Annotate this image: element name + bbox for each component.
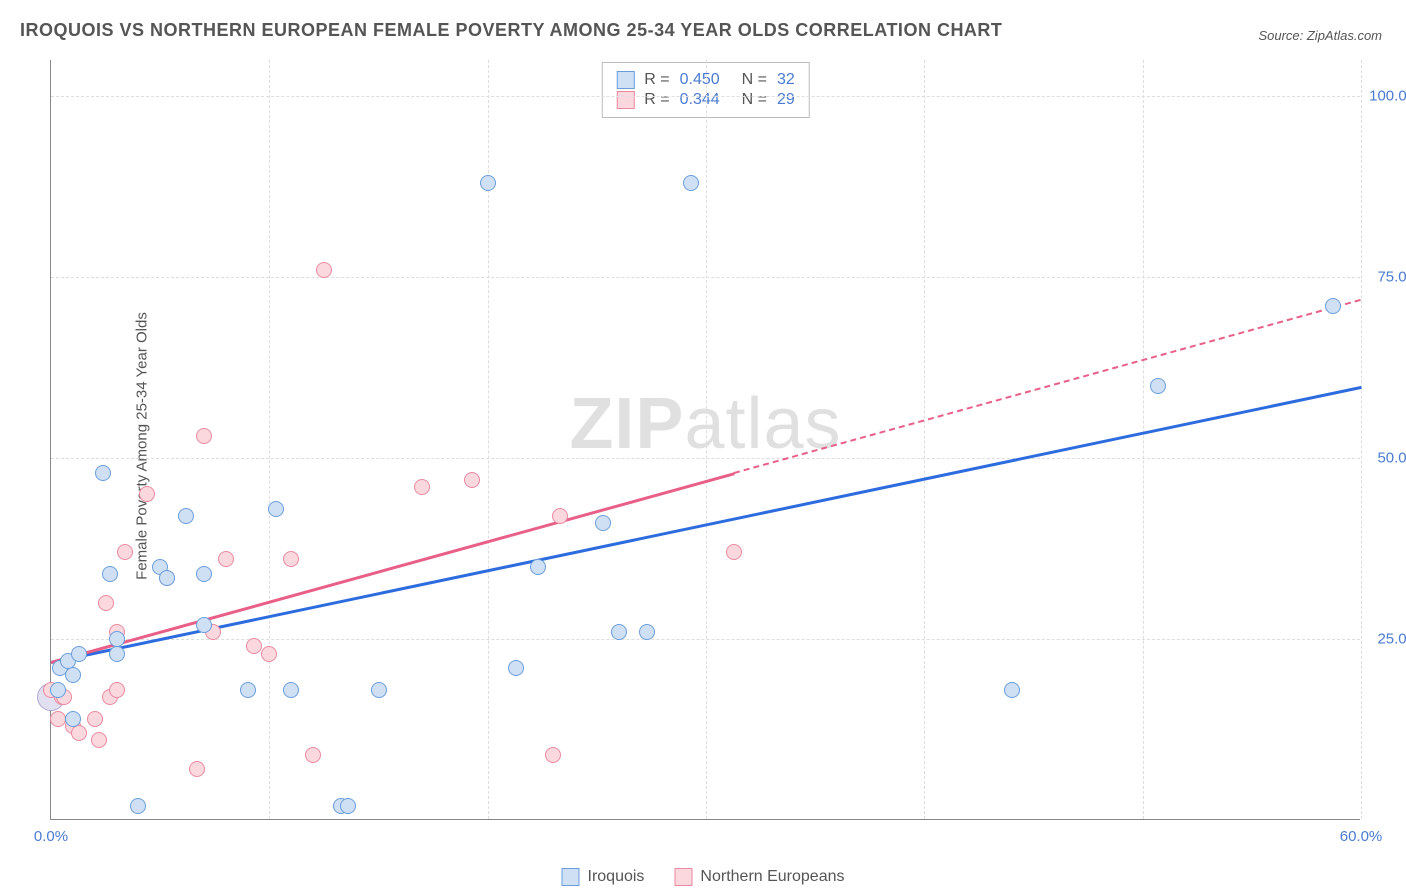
scatter-point-neuro — [189, 761, 205, 777]
scatter-point-iroquois — [65, 667, 81, 683]
legend-label: Northern Europeans — [700, 868, 844, 886]
scatter-point-neuro — [218, 551, 234, 567]
scatter-point-neuro — [261, 646, 277, 662]
scatter-point-iroquois — [71, 646, 87, 662]
scatter-point-iroquois — [50, 682, 66, 698]
scatter-point-iroquois — [283, 682, 299, 698]
scatter-point-iroquois — [240, 682, 256, 698]
scatter-point-neuro — [91, 732, 107, 748]
series-legend: Iroquois Northern Europeans — [561, 868, 844, 886]
scatter-point-iroquois — [1004, 682, 1020, 698]
watermark-bold: ZIP — [569, 384, 684, 464]
scatter-point-iroquois — [639, 624, 655, 640]
scatter-point-iroquois — [95, 465, 111, 481]
scatter-point-neuro — [117, 544, 133, 560]
gridline-vertical — [1361, 60, 1362, 819]
legend-item: Iroquois — [561, 868, 644, 886]
y-tick-label: 75.0% — [1365, 269, 1406, 286]
scatter-point-neuro — [283, 551, 299, 567]
scatter-point-neuro — [87, 711, 103, 727]
x-tick-label: 60.0% — [1340, 828, 1383, 845]
scatter-point-neuro — [50, 711, 66, 727]
gridline-vertical — [269, 60, 270, 819]
scatter-point-neuro — [98, 595, 114, 611]
stats-swatch — [616, 91, 634, 109]
scatter-point-iroquois — [595, 515, 611, 531]
chart-container: IROQUOIS VS NORTHERN EUROPEAN FEMALE POV… — [0, 0, 1406, 892]
scatter-point-iroquois — [1325, 298, 1341, 314]
scatter-point-iroquois — [130, 798, 146, 814]
scatter-point-iroquois — [340, 798, 356, 814]
stats-r-label: R = — [644, 71, 669, 89]
scatter-point-iroquois — [530, 559, 546, 575]
stats-n-value: 29 — [777, 91, 795, 109]
y-tick-label: 50.0% — [1365, 450, 1406, 467]
scatter-point-neuro — [545, 747, 561, 763]
scatter-point-iroquois — [268, 501, 284, 517]
gridline-vertical — [1143, 60, 1144, 819]
stats-n-value: 32 — [777, 71, 795, 89]
x-tick-label: 0.0% — [34, 828, 68, 845]
scatter-point-iroquois — [480, 175, 496, 191]
scatter-point-neuro — [552, 508, 568, 524]
scatter-point-neuro — [305, 747, 321, 763]
gridline-vertical — [706, 60, 707, 819]
trend-line — [734, 299, 1361, 474]
legend-swatch — [561, 868, 579, 886]
stats-swatch — [616, 71, 634, 89]
scatter-point-iroquois — [1150, 378, 1166, 394]
stats-n-label: N = — [742, 71, 767, 89]
plot-area: ZIPatlas R =0.450N =32R =0.344N =29 25.0… — [50, 60, 1360, 820]
chart-title: IROQUOIS VS NORTHERN EUROPEAN FEMALE POV… — [20, 20, 1002, 41]
scatter-point-neuro — [139, 486, 155, 502]
scatter-point-iroquois — [196, 617, 212, 633]
source-label: Source: ZipAtlas.com — [1258, 28, 1382, 43]
scatter-point-iroquois — [159, 570, 175, 586]
scatter-point-iroquois — [371, 682, 387, 698]
scatter-point-iroquois — [178, 508, 194, 524]
scatter-point-iroquois — [508, 660, 524, 676]
scatter-point-neuro — [726, 544, 742, 560]
stats-r-label: R = — [644, 91, 669, 109]
y-tick-label: 25.0% — [1365, 631, 1406, 648]
gridline-vertical — [488, 60, 489, 819]
scatter-point-neuro — [246, 638, 262, 654]
y-tick-label: 100.0% — [1365, 88, 1406, 105]
scatter-point-neuro — [109, 682, 125, 698]
watermark-light: atlas — [684, 384, 841, 464]
scatter-point-iroquois — [102, 566, 118, 582]
scatter-point-neuro — [414, 479, 430, 495]
scatter-point-iroquois — [196, 566, 212, 582]
scatter-point-iroquois — [683, 175, 699, 191]
scatter-point-iroquois — [109, 646, 125, 662]
legend-item: Northern Europeans — [674, 868, 844, 886]
legend-label: Iroquois — [587, 868, 644, 886]
scatter-point-neuro — [196, 428, 212, 444]
gridline-vertical — [924, 60, 925, 819]
scatter-point-neuro — [71, 725, 87, 741]
scatter-point-neuro — [464, 472, 480, 488]
scatter-point-iroquois — [611, 624, 627, 640]
scatter-point-neuro — [316, 262, 332, 278]
stats-n-label: N = — [742, 91, 767, 109]
legend-swatch — [674, 868, 692, 886]
scatter-point-iroquois — [65, 711, 81, 727]
